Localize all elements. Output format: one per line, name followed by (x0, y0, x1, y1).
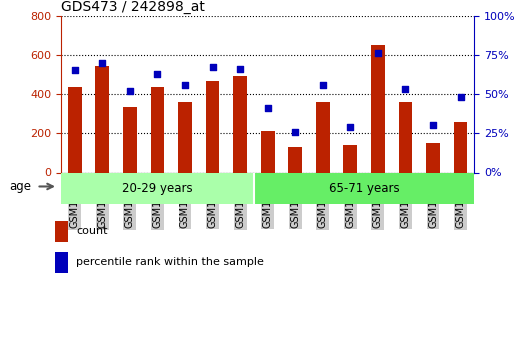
Point (126, 88, 134, 93)
Point (236, 66, 244, 72)
Point (374, 50, 382, 56)
Text: 20-29 years: 20-29 years (122, 181, 193, 195)
Bar (399, 102, 412, 172)
Bar (261, 131, 275, 172)
Bar (55, 221, 68, 242)
Bar (371, 45, 385, 172)
Point (429, 122, 437, 128)
Bar (206, 81, 219, 172)
Bar (454, 122, 467, 172)
Text: age: age (9, 180, 31, 193)
Point (181, 82, 189, 87)
Bar (68, 87, 82, 172)
Bar (233, 76, 247, 172)
Point (291, 129, 299, 135)
Point (153, 71, 162, 76)
Bar (316, 102, 330, 172)
Bar (426, 144, 440, 172)
Text: count: count (76, 226, 108, 236)
Bar (55, 252, 68, 273)
Text: 65-71 years: 65-71 years (329, 181, 400, 195)
Bar (95, 66, 109, 172)
Bar (123, 107, 137, 172)
Text: percentile rank within the sample: percentile rank within the sample (76, 257, 264, 267)
Point (319, 82, 327, 87)
Bar (254, 172, 474, 204)
Point (98, 60, 107, 66)
Bar (61, 172, 254, 204)
Text: GDS473 / 242898_at: GDS473 / 242898_at (61, 0, 205, 14)
Point (70, 68, 79, 73)
Bar (343, 145, 357, 172)
Point (208, 65, 217, 70)
Point (346, 124, 355, 130)
Bar (288, 147, 302, 172)
Point (401, 87, 410, 92)
Bar (178, 102, 192, 172)
Point (456, 95, 465, 100)
Point (263, 105, 272, 111)
Bar (151, 87, 164, 172)
